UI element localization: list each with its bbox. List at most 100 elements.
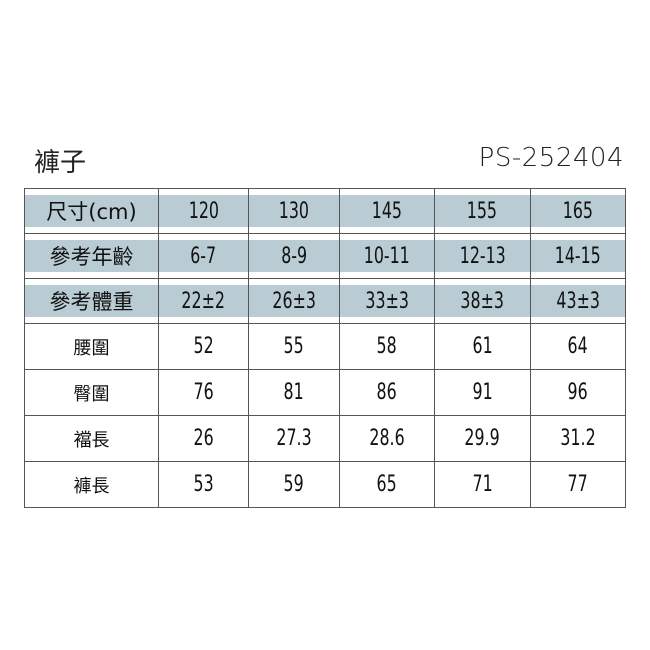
row-label: 襠長 bbox=[73, 429, 110, 451]
cell-value: 64 bbox=[567, 334, 588, 359]
cell-value: 33±3 bbox=[365, 288, 409, 314]
row-label: 參考年齡 bbox=[49, 245, 134, 269]
row-label: 尺寸(cm) bbox=[46, 200, 137, 224]
row-label-cell: 褲長 bbox=[24, 461, 159, 508]
shaded-band bbox=[249, 285, 339, 317]
value-cell: 52 bbox=[157, 323, 250, 370]
row-label-cell: 臀圍 bbox=[24, 369, 159, 416]
cell-value: 43±3 bbox=[555, 288, 600, 314]
value-cell: 31.2 bbox=[529, 415, 626, 462]
value-cell: 65 bbox=[338, 461, 436, 508]
shaded-band bbox=[435, 240, 530, 272]
cell-value: 65 bbox=[376, 472, 397, 497]
value-cell: 14-15 bbox=[529, 233, 626, 279]
cell-value: 26±3 bbox=[272, 288, 316, 314]
value-cell: 26 bbox=[157, 415, 250, 462]
value-cell: 77 bbox=[529, 461, 626, 508]
shaded-band bbox=[159, 285, 249, 317]
value-cell: 12-13 bbox=[434, 233, 531, 279]
value-cell: 58 bbox=[338, 323, 436, 370]
value-cell: 28.6 bbox=[338, 415, 436, 462]
shaded-band bbox=[530, 195, 625, 227]
value-cell: 71 bbox=[434, 461, 531, 508]
value-cell: 91 bbox=[434, 369, 531, 416]
value-cell: 26±3 bbox=[248, 278, 340, 324]
cell-value: 10-11 bbox=[363, 243, 410, 269]
shaded-band bbox=[339, 240, 435, 272]
shaded-band bbox=[339, 195, 435, 227]
cell-value: 71 bbox=[472, 472, 493, 497]
table-row: 腰圍 52 55 58 61 64 bbox=[24, 323, 626, 370]
shaded-band bbox=[249, 195, 339, 227]
cell-value: 52 bbox=[193, 334, 214, 359]
value-cell: 76 bbox=[157, 369, 250, 416]
shaded-band bbox=[159, 195, 249, 227]
value-cell: 55 bbox=[248, 323, 340, 370]
cell-value: 26 bbox=[193, 426, 214, 451]
value-cell: 22±2 bbox=[157, 278, 250, 324]
shaded-band bbox=[530, 285, 625, 317]
cell-value: 58 bbox=[376, 334, 397, 359]
value-cell: 130 bbox=[248, 188, 340, 234]
value-cell: 8-9 bbox=[248, 233, 340, 279]
cell-value: 31.2 bbox=[560, 426, 596, 451]
cell-value: 59 bbox=[283, 472, 305, 497]
cell-value: 77 bbox=[567, 472, 588, 497]
value-cell: 38±3 bbox=[434, 278, 531, 324]
shaded-band bbox=[25, 195, 158, 227]
row-label-cell: 襠長 bbox=[24, 415, 159, 462]
value-cell: 165 bbox=[529, 188, 626, 234]
value-cell: 43±3 bbox=[529, 278, 626, 324]
row-label-cell: 尺寸(cm) bbox=[24, 188, 159, 234]
row-label-cell: 參考年齡 bbox=[24, 233, 159, 279]
value-cell: 64 bbox=[529, 323, 626, 370]
value-cell: 33±3 bbox=[338, 278, 436, 324]
value-cell: 27.3 bbox=[248, 415, 340, 462]
cell-value: 22±2 bbox=[181, 288, 226, 314]
cell-value: 29.9 bbox=[464, 426, 500, 451]
size-chart-table: 尺寸(cm) 120 130 145 155 165 參考年齡 6-7 8-9 10-11 12-1… bbox=[24, 188, 626, 508]
shaded-band bbox=[435, 285, 530, 317]
row-label: 參考體重 bbox=[49, 290, 134, 314]
cell-value: 120 bbox=[188, 198, 219, 224]
cell-value: 86 bbox=[376, 380, 397, 405]
row-label: 臀圍 bbox=[73, 383, 110, 405]
cell-value: 8-9 bbox=[281, 243, 307, 269]
cell-value: 155 bbox=[467, 198, 498, 224]
shaded-band bbox=[435, 195, 530, 227]
product-code: PS-252404 bbox=[478, 143, 624, 173]
value-cell: 61 bbox=[434, 323, 531, 370]
cell-value: 27.3 bbox=[276, 426, 312, 451]
cell-value: 145 bbox=[371, 198, 402, 224]
value-cell: 59 bbox=[248, 461, 340, 508]
cell-value: 81 bbox=[283, 380, 305, 405]
cell-value: 91 bbox=[472, 380, 493, 405]
shaded-band bbox=[530, 240, 625, 272]
value-cell: 81 bbox=[248, 369, 340, 416]
product-title: 褲子 bbox=[34, 148, 87, 178]
cell-value: 28.6 bbox=[369, 426, 405, 451]
value-cell: 6-7 bbox=[157, 233, 250, 279]
shaded-band bbox=[339, 285, 435, 317]
table-row: 尺寸(cm) 120 130 145 155 165 bbox=[24, 188, 626, 234]
cell-value: 55 bbox=[283, 334, 305, 359]
cell-value: 61 bbox=[472, 334, 493, 359]
value-cell: 96 bbox=[529, 369, 626, 416]
table-row: 參考年齡 6-7 8-9 10-11 12-13 14-15 bbox=[24, 233, 626, 279]
row-label-cell: 腰圍 bbox=[24, 323, 159, 370]
table-row: 褲長 53 59 65 71 77 bbox=[24, 461, 626, 508]
cell-value: 76 bbox=[193, 380, 214, 405]
cell-value: 6-7 bbox=[190, 243, 217, 269]
cell-value: 38±3 bbox=[460, 288, 505, 314]
table-row: 襠長 26 27.3 28.6 29.9 31.2 bbox=[24, 415, 626, 462]
value-cell: 155 bbox=[434, 188, 531, 234]
value-cell: 53 bbox=[157, 461, 250, 508]
value-cell: 145 bbox=[338, 188, 436, 234]
cell-value: 12-13 bbox=[459, 243, 506, 269]
shaded-band bbox=[249, 240, 339, 272]
table-row: 參考體重 22±2 26±3 33±3 38±3 43±3 bbox=[24, 278, 626, 324]
cell-value: 96 bbox=[567, 380, 588, 405]
value-cell: 10-11 bbox=[338, 233, 436, 279]
row-label: 褲長 bbox=[73, 475, 110, 497]
row-label-cell: 參考體重 bbox=[24, 278, 159, 324]
